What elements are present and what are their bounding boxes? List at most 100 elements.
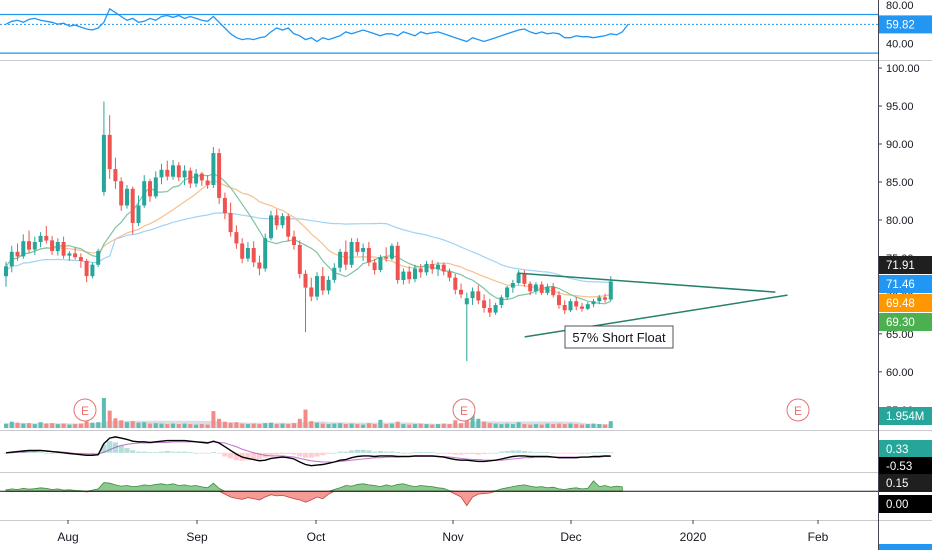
- price-badge-label: 71.46: [886, 279, 915, 291]
- volume-bar: [499, 424, 504, 428]
- candle-body: [84, 260, 89, 277]
- volume-bar: [413, 424, 417, 428]
- time-axis[interactable]: Aug Sep Oct Nov Dec 2020 Feb: [57, 520, 829, 544]
- volume-bar: [205, 424, 210, 428]
- volume-bar: [73, 424, 78, 428]
- candle-body: [240, 243, 245, 259]
- candle-body: [510, 283, 515, 288]
- price-tick-label: 100.00: [886, 63, 920, 75]
- candle-body: [257, 262, 262, 269]
- price-badge-bg: [879, 313, 932, 331]
- candle-body: [32, 242, 37, 250]
- macd-histogram-bar: [567, 452, 574, 454]
- volume-bar: [119, 420, 124, 428]
- volume-bar: [470, 410, 475, 428]
- macd-histogram-bar: [585, 452, 591, 454]
- candle-body: [286, 216, 291, 237]
- volume-bar: [597, 424, 602, 428]
- price-badge-label: 71.91: [886, 260, 915, 272]
- price-tick-label: 65.00: [886, 329, 914, 341]
- volume-bar: [303, 409, 308, 428]
- macd-histogram-bar: [429, 452, 435, 453]
- volume-bar: [107, 410, 112, 428]
- volume-bar: [50, 423, 55, 428]
- candle-body: [499, 297, 504, 305]
- macd-histogram-bar: [539, 452, 545, 453]
- rsi-pane[interactable]: [0, 7, 878, 54]
- volume-bar: [78, 423, 83, 428]
- candle-body: [591, 301, 596, 305]
- candle-body: [171, 165, 175, 177]
- time-tick-label: 2020: [680, 530, 707, 544]
- candle-body: [413, 268, 417, 280]
- earnings-marker-label: E: [81, 404, 89, 418]
- volume-bar: [401, 424, 406, 428]
- price-badge-label: 69.30: [886, 317, 915, 329]
- macd-histogram-bar: [435, 452, 441, 454]
- oscillator-pane[interactable]: [0, 480, 878, 507]
- moving-average-line: [5, 212, 611, 284]
- macd-histogram-bar: [49, 452, 55, 454]
- candle-body: [539, 284, 544, 293]
- volume-bar: [211, 411, 216, 428]
- volume-badge-bg: [879, 407, 932, 425]
- volume-bar: [424, 424, 429, 428]
- macd-histogram-bar: [228, 452, 234, 459]
- price-badge-bg: [879, 275, 932, 293]
- candle-body: [176, 165, 181, 178]
- macd-histogram-bar: [406, 452, 412, 454]
- volume-bar: [263, 423, 268, 428]
- time-tick-label: Dec: [560, 530, 581, 544]
- macd-histogram-bar: [579, 452, 585, 454]
- partial-badge: [879, 544, 932, 550]
- macd-histogram-bar: [158, 451, 165, 453]
- volume-bar: [136, 422, 141, 428]
- volume-bar: [96, 422, 101, 428]
- macd-histogram-bar: [544, 452, 550, 453]
- trendline-upper: [517, 272, 776, 293]
- macd-histogram-bar: [533, 452, 539, 453]
- macd-badge-label: -0.53: [886, 461, 912, 473]
- macd-histogram-bar: [216, 452, 222, 454]
- annotations: 57% Short Float E E E: [73, 325, 810, 422]
- candle-body: [464, 298, 469, 305]
- price-pane[interactable]: [4, 101, 788, 362]
- candle-body: [148, 181, 152, 197]
- candle-body: [487, 308, 492, 313]
- price-tick-label: 60.00: [886, 367, 914, 379]
- macd-histogram-bar: [343, 451, 349, 453]
- price-tick-label: 95.00: [886, 101, 914, 113]
- macd-pane[interactable]: [3, 436, 614, 467]
- macd-histogram-bar: [141, 451, 147, 453]
- macd-histogram-bar: [366, 450, 372, 453]
- volume-bar: [349, 423, 354, 428]
- volume-bar: [447, 424, 452, 428]
- volume-bar: [505, 423, 510, 428]
- macd-histogram-bar: [360, 449, 366, 453]
- candle-body: [269, 215, 273, 239]
- macd-histogram-bar: [279, 452, 286, 454]
- volume-bar: [44, 423, 49, 428]
- macd-histogram-bar: [452, 452, 458, 455]
- candle-body: [113, 169, 118, 182]
- volume-bar: [101, 398, 106, 428]
- volume-badge-label: 1.954M: [886, 411, 924, 423]
- candle-body: [533, 284, 538, 292]
- candle-body: [274, 215, 279, 226]
- candle-body: [234, 232, 239, 244]
- volume-bar: [418, 423, 423, 428]
- volume-bar: [395, 421, 400, 428]
- macd-histogram-bar: [291, 452, 297, 455]
- macd-histogram-bar: [354, 449, 360, 453]
- candle-body: [9, 251, 14, 267]
- volume-bar: [522, 424, 527, 428]
- candle-body: [378, 257, 383, 270]
- candle-body: [96, 251, 101, 265]
- earnings-marker: [786, 398, 810, 422]
- earnings-marker: [73, 398, 97, 422]
- macd-histogram-bar: [470, 452, 476, 454]
- candle-body: [263, 238, 268, 269]
- candle-body: [505, 287, 510, 298]
